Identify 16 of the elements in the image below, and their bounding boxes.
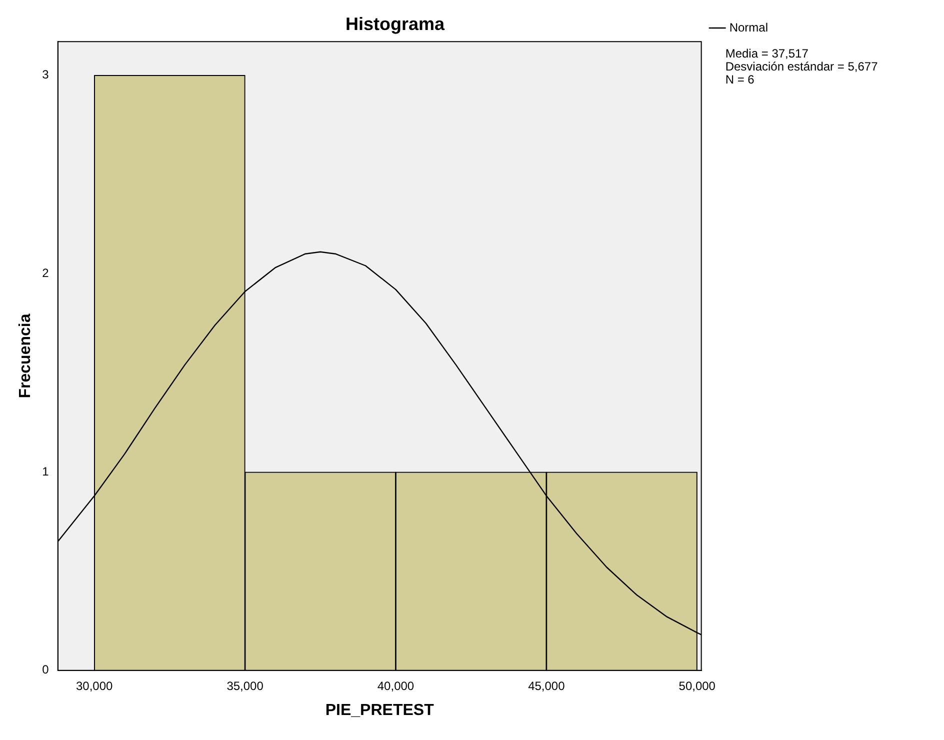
chart-title: Histograma xyxy=(345,14,446,34)
y-tick-label: 0 xyxy=(42,662,50,677)
legend-label: Normal xyxy=(729,20,768,34)
text: Media = 37,517 xyxy=(725,46,809,60)
x-tick-label: 50,000 xyxy=(678,678,716,693)
x-tick-label: 30,000 xyxy=(76,678,114,693)
y-axis-title: Frecuencia xyxy=(17,314,34,398)
text: Desviación estándar = 5,677 xyxy=(725,59,878,74)
y-tick-label: 3 xyxy=(42,68,50,82)
x-tick-label: 45,000 xyxy=(528,678,566,693)
y-tick-label: 1 xyxy=(42,464,50,478)
text: N = 6 xyxy=(725,72,755,86)
y-tick-label: 2 xyxy=(42,266,50,280)
x-tick-label: 40,000 xyxy=(377,678,414,693)
x-axis-title: PIE_PRETEST xyxy=(325,702,434,719)
x-tick-label: 35,000 xyxy=(226,678,264,693)
